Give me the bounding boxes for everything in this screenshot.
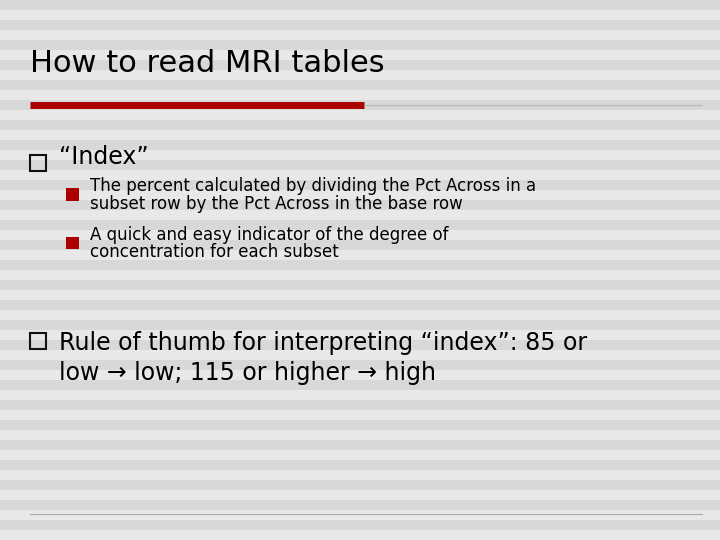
FancyBboxPatch shape bbox=[0, 20, 720, 30]
FancyBboxPatch shape bbox=[0, 70, 720, 80]
FancyBboxPatch shape bbox=[0, 160, 720, 170]
Text: low → low; 115 or higher → high: low → low; 115 or higher → high bbox=[59, 361, 436, 384]
FancyBboxPatch shape bbox=[0, 170, 720, 180]
FancyBboxPatch shape bbox=[0, 390, 720, 400]
FancyBboxPatch shape bbox=[0, 40, 720, 50]
FancyBboxPatch shape bbox=[0, 420, 720, 430]
FancyBboxPatch shape bbox=[0, 460, 720, 470]
FancyBboxPatch shape bbox=[0, 50, 720, 60]
FancyBboxPatch shape bbox=[0, 190, 720, 200]
Text: subset row by the Pct Across in the base row: subset row by the Pct Across in the base… bbox=[90, 194, 463, 213]
FancyBboxPatch shape bbox=[0, 500, 720, 510]
FancyBboxPatch shape bbox=[0, 400, 720, 410]
Text: Rule of thumb for interpreting “index”: 85 or: Rule of thumb for interpreting “index”: … bbox=[59, 331, 588, 355]
FancyBboxPatch shape bbox=[0, 330, 720, 340]
FancyBboxPatch shape bbox=[0, 440, 720, 450]
FancyBboxPatch shape bbox=[0, 450, 720, 460]
FancyBboxPatch shape bbox=[0, 310, 720, 320]
FancyBboxPatch shape bbox=[0, 410, 720, 420]
Text: “Index”: “Index” bbox=[59, 145, 148, 168]
FancyBboxPatch shape bbox=[0, 340, 720, 350]
FancyBboxPatch shape bbox=[0, 260, 720, 270]
FancyBboxPatch shape bbox=[0, 110, 720, 120]
FancyBboxPatch shape bbox=[0, 530, 720, 540]
FancyBboxPatch shape bbox=[0, 300, 720, 310]
FancyBboxPatch shape bbox=[0, 360, 720, 370]
FancyBboxPatch shape bbox=[0, 280, 720, 290]
FancyBboxPatch shape bbox=[66, 188, 79, 201]
Text: concentration for each subset: concentration for each subset bbox=[90, 243, 338, 261]
FancyBboxPatch shape bbox=[0, 120, 720, 130]
FancyBboxPatch shape bbox=[0, 480, 720, 490]
FancyBboxPatch shape bbox=[0, 220, 720, 230]
FancyBboxPatch shape bbox=[0, 230, 720, 240]
FancyBboxPatch shape bbox=[0, 10, 720, 20]
FancyBboxPatch shape bbox=[0, 0, 720, 10]
FancyBboxPatch shape bbox=[0, 200, 720, 210]
FancyBboxPatch shape bbox=[0, 290, 720, 300]
FancyBboxPatch shape bbox=[0, 180, 720, 190]
FancyBboxPatch shape bbox=[0, 100, 720, 110]
FancyBboxPatch shape bbox=[0, 250, 720, 260]
FancyBboxPatch shape bbox=[0, 80, 720, 90]
FancyBboxPatch shape bbox=[66, 237, 79, 249]
FancyBboxPatch shape bbox=[0, 240, 720, 250]
FancyBboxPatch shape bbox=[0, 30, 720, 40]
FancyBboxPatch shape bbox=[0, 140, 720, 150]
FancyBboxPatch shape bbox=[0, 430, 720, 440]
Text: How to read MRI tables: How to read MRI tables bbox=[30, 49, 385, 78]
Text: A quick and easy indicator of the degree of: A quick and easy indicator of the degree… bbox=[90, 226, 449, 244]
FancyBboxPatch shape bbox=[0, 130, 720, 140]
FancyBboxPatch shape bbox=[0, 150, 720, 160]
FancyBboxPatch shape bbox=[0, 370, 720, 380]
FancyBboxPatch shape bbox=[0, 350, 720, 360]
FancyBboxPatch shape bbox=[0, 320, 720, 330]
FancyBboxPatch shape bbox=[0, 490, 720, 500]
FancyBboxPatch shape bbox=[0, 520, 720, 530]
FancyBboxPatch shape bbox=[0, 60, 720, 70]
FancyBboxPatch shape bbox=[0, 210, 720, 220]
FancyBboxPatch shape bbox=[0, 90, 720, 100]
FancyBboxPatch shape bbox=[0, 270, 720, 280]
FancyBboxPatch shape bbox=[0, 470, 720, 480]
Text: The percent calculated by dividing the Pct Across in a: The percent calculated by dividing the P… bbox=[90, 177, 536, 195]
FancyBboxPatch shape bbox=[0, 380, 720, 390]
FancyBboxPatch shape bbox=[0, 510, 720, 520]
